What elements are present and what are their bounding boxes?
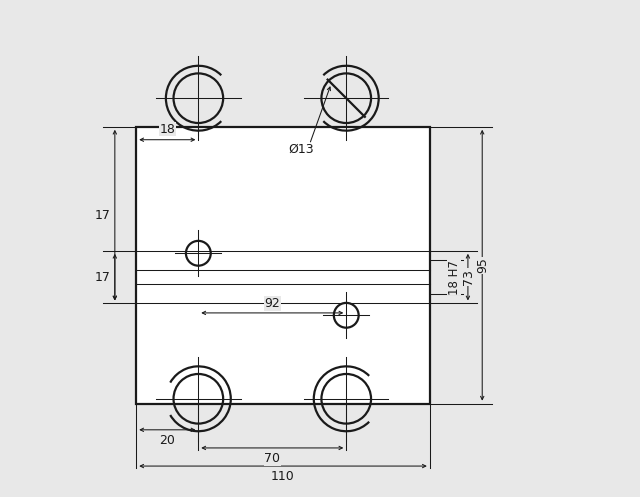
Text: 110: 110 (271, 470, 295, 483)
Text: 17: 17 (95, 209, 111, 222)
Text: 70: 70 (264, 452, 280, 465)
Text: 95: 95 (476, 257, 489, 273)
Text: 18 H7: 18 H7 (447, 260, 461, 295)
Bar (136, 127, 429, 404)
Text: 18: 18 (159, 123, 175, 136)
Text: 73: 73 (462, 269, 475, 285)
Text: 20: 20 (159, 434, 175, 447)
Text: 17: 17 (95, 271, 111, 284)
Text: Ø13: Ø13 (288, 143, 314, 156)
Text: 92: 92 (264, 297, 280, 310)
